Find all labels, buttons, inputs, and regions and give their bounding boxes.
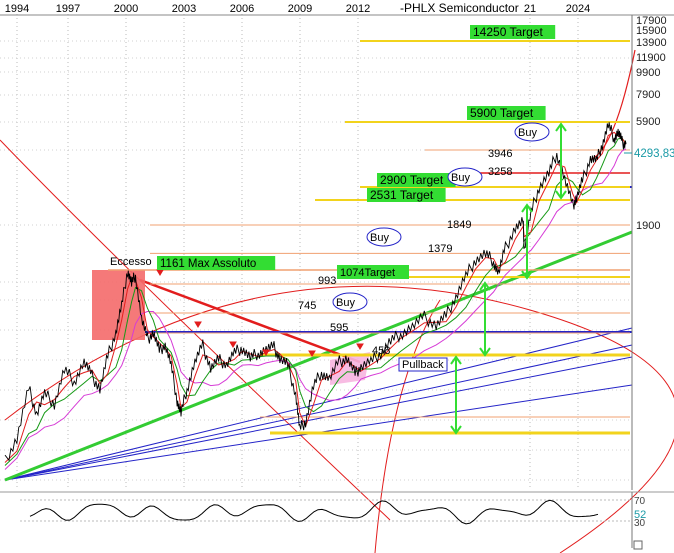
level-label: 1161 Max Assoluto — [160, 258, 256, 270]
green-arrow-head — [450, 355, 462, 365]
sell-arrow-icon — [262, 349, 270, 356]
x-tick-label: 2000 — [114, 3, 138, 15]
sell-arrow-icon — [194, 321, 202, 328]
level-label: 3946 — [488, 148, 512, 160]
x-tick-label: 2024 — [566, 3, 590, 15]
buy-ellipse — [332, 292, 368, 312]
level-label: 1849 — [447, 219, 471, 231]
title-bg — [398, 0, 518, 14]
price-series-line — [4, 122, 627, 462]
y-tick-label: 5900 — [636, 116, 660, 128]
x-tick-label: 21 — [524, 3, 536, 15]
x-tick-label: 2012 — [346, 3, 370, 15]
last-price-label: 4293,83 — [634, 148, 674, 160]
green-arrow-head — [479, 347, 491, 357]
sell-arrow-icon — [308, 350, 316, 357]
level-label: 993 — [318, 275, 336, 287]
panel-control-icon — [633, 540, 643, 550]
level-label: 14250 Target — [473, 25, 544, 39]
blue-fan-line — [4, 356, 633, 481]
level-label: 1379 — [428, 243, 452, 255]
rsi-value-label: 52 — [634, 509, 646, 521]
buy-ellipse — [366, 227, 402, 247]
level-label: 2900 Target — [380, 173, 444, 187]
rsi-lower-label: 30 — [634, 518, 646, 529]
buy-label: Buy — [336, 297, 355, 309]
level-label: 1074Target — [340, 267, 395, 279]
green-arrow-head — [555, 122, 567, 132]
buy-ellipse — [514, 122, 550, 142]
x-tick-label: 2006 — [230, 3, 254, 15]
excess-label: Eccesso — [110, 256, 152, 268]
level-label: 2531 Target — [370, 188, 434, 202]
chart-title: -PHLX Semiconductor — [400, 1, 519, 15]
level-label-bg — [467, 106, 546, 120]
sell-arrow-icon — [156, 269, 164, 276]
sell-arrow-icon — [356, 343, 364, 350]
buy-label: Buy — [518, 127, 537, 139]
red-arc-left — [0, 139, 391, 521]
level-label-bg — [470, 25, 556, 39]
blue-fan-line — [4, 344, 633, 481]
rsi-line — [29, 499, 599, 525]
level-label: 745 — [298, 300, 316, 312]
green-arrow-head — [521, 270, 533, 280]
green-moving-average — [4, 137, 627, 466]
magenta-moving-average — [4, 148, 627, 470]
x-tick-label: 1994 — [5, 3, 29, 15]
y-tick-label: 13900 — [636, 37, 667, 49]
green-arrow-head — [479, 281, 491, 291]
buy-label: Buy — [370, 232, 389, 244]
level-label-bg — [337, 265, 409, 279]
level-label: 458 — [372, 345, 390, 357]
y-tick-label: 17900 — [636, 15, 667, 27]
rsi-upper-label: 70 — [634, 496, 646, 507]
x-tick-label: 1997 — [56, 3, 80, 15]
level-label-bg — [377, 173, 456, 187]
green-arrow-head — [555, 190, 567, 200]
red-arc-projection — [589, 49, 636, 161]
sell-arrow-icon — [229, 341, 237, 348]
red-downtrend-line — [139, 278, 361, 364]
red-arc-dome — [4, 285, 674, 553]
y-tick-label: 15900 — [636, 25, 667, 37]
last-price-bg — [633, 146, 674, 160]
level-label: 595 — [330, 322, 348, 334]
buy-ellipse — [447, 167, 483, 187]
blue-fan-line — [4, 327, 633, 481]
buy-label: Buy — [451, 172, 470, 184]
green-arrow-head — [521, 203, 533, 213]
y-tick-label: 7900 — [636, 89, 660, 101]
level-label: 5900 Target — [470, 106, 534, 120]
y-tick-label: 1900 — [636, 220, 660, 232]
green-arrow-head — [450, 425, 462, 435]
excess-zone — [92, 270, 145, 340]
level-label-bg — [367, 188, 446, 202]
x-tick-label: 2003 — [172, 3, 196, 15]
x-tick-label: 2009 — [288, 3, 312, 15]
y-tick-label: 11900 — [636, 52, 666, 64]
pullback-box — [398, 357, 448, 372]
pullback-label: Pullback — [402, 359, 444, 371]
red-arc-rising — [374, 299, 441, 553]
level-label-bg — [157, 256, 276, 270]
y-tick-label: 9900 — [636, 67, 660, 79]
level-label: 3258 — [488, 166, 512, 178]
